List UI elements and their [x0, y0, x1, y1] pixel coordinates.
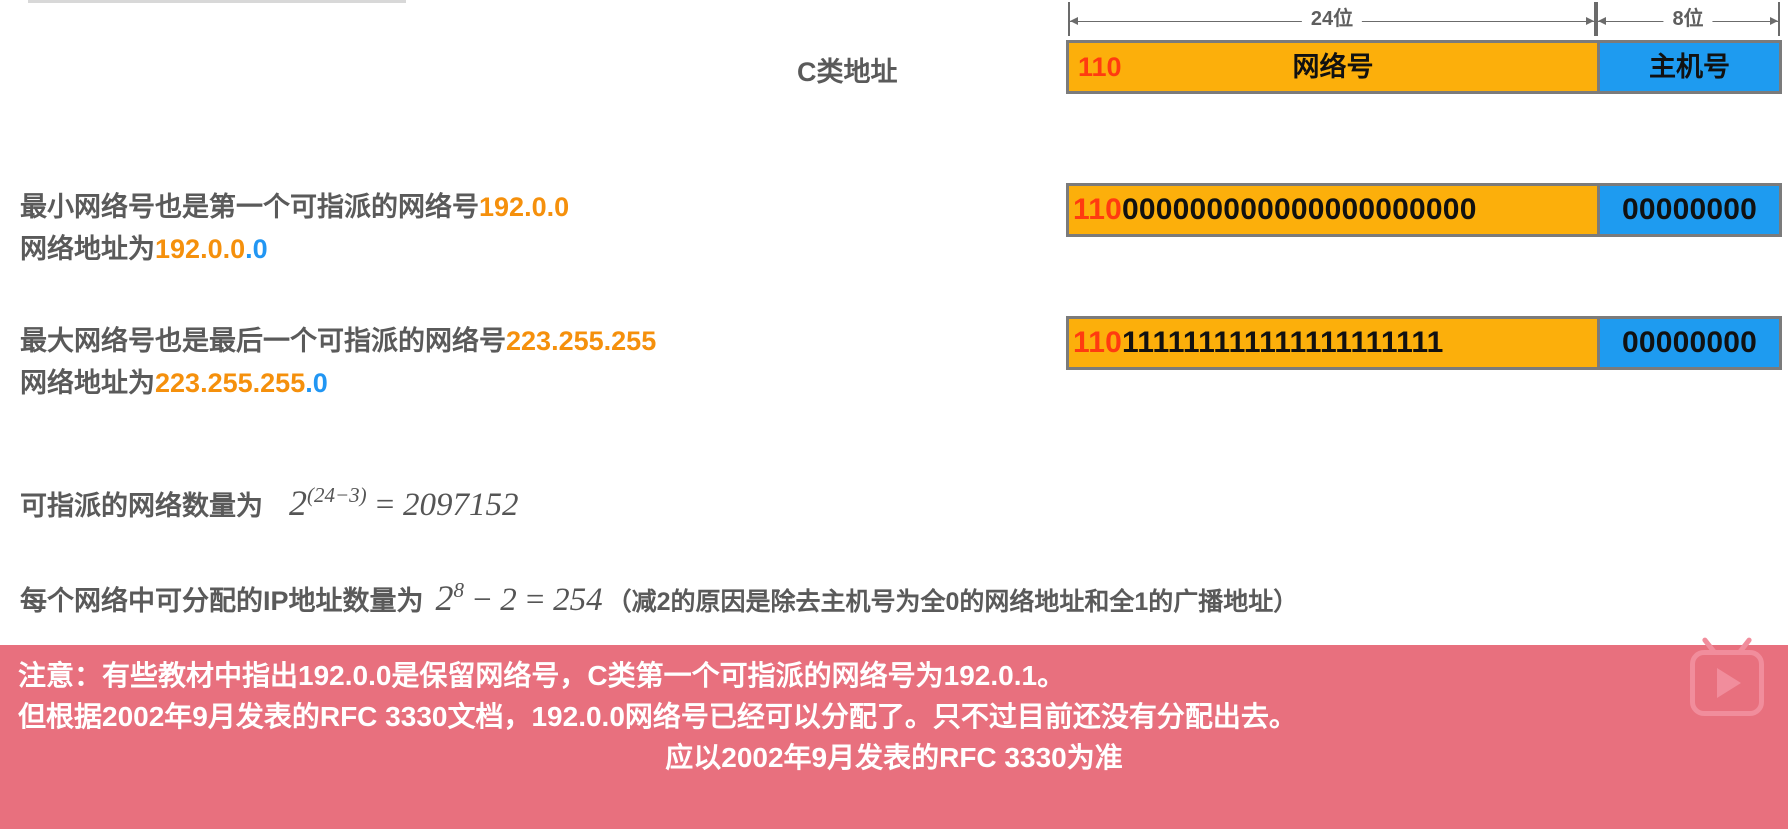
address-format-bar: 110 网络号 主机号	[1066, 40, 1782, 94]
assignable-host-count-formula: 每个网络中可分配的IP地址数量为 28 − 2 = 254 （减2的原因是除去主…	[20, 573, 1298, 619]
power-base: 2	[435, 578, 454, 618]
equals-sign: =	[373, 487, 396, 523]
network-field: 110 网络号	[1069, 43, 1597, 91]
video-watermark-icon	[1690, 650, 1764, 716]
min-address-octet-4: 0	[252, 234, 268, 264]
max-address-octet-3: 255	[260, 368, 306, 398]
ruler-segment-network: 24位	[1068, 2, 1596, 36]
power-exponent: (24−3)	[307, 483, 367, 507]
ruler-tick-right	[1594, 2, 1596, 36]
min-network-octet-1: 192	[479, 192, 525, 222]
binary-host-bits: 00000000	[1621, 326, 1758, 359]
host-count-label: 每个网络中可分配的IP地址数量为	[20, 586, 424, 616]
host-count-note: （减2的原因是除去主机号为全0的网络地址和全1的广播地址）	[606, 588, 1299, 616]
max-address-octet-2: 255	[207, 368, 253, 398]
top-edge-artifact	[28, 0, 406, 3]
max-network-line-2: 网络地址为223.255.255.0	[20, 366, 328, 400]
notice-line-1: 注意：有些教材中指出192.0.0是保留网络号，C类第一个可指派的网络号为192…	[18, 660, 1066, 691]
ruler-label-host-bits: 8位	[1663, 6, 1713, 32]
network-count-power: 2(24−3)	[289, 478, 367, 523]
max-address-octet-4: 0	[312, 368, 328, 398]
network-field-binary: 110111111111111111111111	[1069, 319, 1597, 367]
ruler-tick-left	[1596, 2, 1598, 36]
min-address-octet-2: 0	[207, 234, 223, 264]
min-network-dot-2: .	[546, 192, 555, 222]
equals-sign: =	[523, 582, 547, 618]
network-count-label: 可指派的网络数量为	[20, 491, 263, 521]
min-address-octet-3: 0	[230, 234, 246, 264]
host-count-result: 254	[553, 582, 603, 618]
ruler-tick-right	[1778, 2, 1780, 36]
network-one-bits: 111111111111111111111	[1122, 326, 1444, 359]
max-address-dot-3: .	[305, 368, 313, 398]
class-prefix-bits: 110	[1073, 326, 1122, 359]
binary-network-bits: 110000000000000000000000	[1069, 195, 1477, 225]
host-count-subtrahend: 2	[500, 582, 517, 618]
minus-sign: −	[471, 582, 494, 618]
binary-network-bits: 110111111111111111111111	[1069, 328, 1443, 358]
max-address-text: 网络地址为	[20, 368, 155, 398]
network-zero-bits: 000000000000000000000	[1122, 193, 1477, 226]
bit-width-ruler: 24位 8位	[1068, 2, 1780, 36]
power-exponent: 8	[453, 578, 465, 602]
network-count-result: 2097152	[402, 487, 519, 523]
min-address-text: 网络地址为	[20, 234, 155, 264]
class-address-label: C类地址	[797, 57, 898, 87]
ruler-segment-host: 8位	[1596, 2, 1780, 36]
play-triangle-icon	[1717, 668, 1741, 698]
min-network-line-1: 最小网络号也是第一个可指派的网络号192.0.0	[20, 190, 569, 224]
host-field-binary: 00000000	[1597, 319, 1779, 367]
network-field-label: 网络号	[1292, 51, 1374, 82]
network-field-binary: 110000000000000000000000	[1069, 186, 1597, 234]
notice-banner: 注意：有些教材中指出192.0.0是保留网络号，C类第一个可指派的网络号为192…	[0, 645, 1788, 829]
min-address-binary-bar: 110000000000000000000000 00000000	[1066, 183, 1782, 237]
min-address-dot-3: .	[245, 234, 253, 264]
max-network-dot-1: .	[551, 326, 559, 356]
min-address-dot-1: .	[200, 234, 208, 264]
assignable-network-count-formula: 可指派的网络数量为 2(24−3) = 2097152	[20, 478, 518, 524]
min-network-line-2: 网络地址为192.0.0.0	[20, 232, 268, 266]
min-network-text: 最小网络号也是第一个可指派的网络号	[20, 192, 479, 222]
host-field-binary: 00000000	[1597, 186, 1779, 234]
ruler-label-network-bits: 24位	[1301, 6, 1363, 32]
host-count-power: 28	[435, 573, 465, 618]
max-network-octet-1: 223	[506, 326, 552, 356]
binary-host-bits: 00000000	[1621, 193, 1758, 226]
max-address-dot-1: .	[200, 368, 208, 398]
max-address-binary-bar: 110111111111111111111111 00000000	[1066, 316, 1782, 370]
min-network-octet-2: 0	[531, 192, 547, 222]
host-field-label: 主机号	[1649, 51, 1730, 82]
class-prefix-bits: 110	[1078, 51, 1122, 82]
power-base: 2	[289, 483, 307, 523]
host-field: 主机号	[1597, 43, 1779, 91]
notice-line-3: 应以2002年9月发表的RFC 3330为准	[665, 742, 1123, 773]
min-network-dot-1: .	[524, 192, 532, 222]
max-network-octet-3: 255	[611, 326, 657, 356]
class-prefix-bits: 110	[1073, 193, 1122, 226]
max-network-text: 最大网络号也是最后一个可指派的网络号	[20, 326, 506, 356]
max-network-octet-2: 255	[558, 326, 604, 356]
min-address-dot-2: .	[222, 234, 231, 264]
min-address-octet-1: 192	[155, 234, 201, 264]
max-network-line-1: 最大网络号也是最后一个可指派的网络号223.255.255	[20, 324, 656, 358]
max-network-dot-2: .	[603, 326, 612, 356]
notice-line-2: 但根据2002年9月发表的RFC 3330文档，192.0.0网络号已经可以分配…	[18, 701, 1297, 732]
ruler-tick-left	[1068, 2, 1070, 36]
min-network-octet-3: 0	[554, 192, 570, 222]
max-address-octet-1: 223	[155, 368, 201, 398]
max-address-dot-2: .	[252, 368, 261, 398]
